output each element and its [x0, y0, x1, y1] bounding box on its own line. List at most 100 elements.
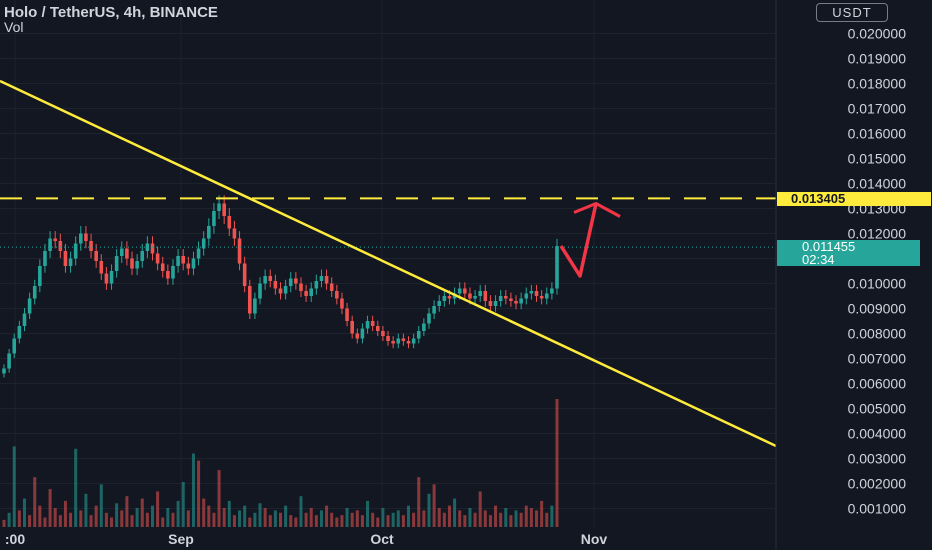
volume-bar — [284, 505, 288, 527]
volume-bar — [89, 515, 93, 527]
volume-bar — [94, 505, 98, 527]
volume-bar — [330, 512, 334, 527]
price-tick-label: 0.007000 — [848, 351, 907, 367]
price-tick-label: 0.010000 — [848, 276, 907, 292]
price-tick-label: 0.012000 — [848, 226, 907, 242]
volume-bar — [207, 505, 211, 527]
price-tick-label: 0.001000 — [848, 501, 907, 517]
projection-arrow-head — [573, 202, 621, 218]
volume-bar — [17, 510, 21, 527]
candle — [437, 301, 442, 306]
candle — [488, 301, 493, 306]
volume-bar — [468, 508, 472, 527]
volume-bar — [191, 453, 195, 527]
volume-bar — [53, 508, 57, 527]
candle — [555, 246, 559, 289]
volume-bar — [407, 505, 411, 527]
candle — [2, 368, 6, 374]
volume-bar — [299, 496, 303, 527]
candle — [442, 296, 447, 301]
volume-label: Vol — [4, 19, 24, 35]
candle — [365, 321, 370, 329]
last-price-value: 0.011455 — [802, 239, 856, 254]
candle — [283, 286, 288, 294]
currency-selector[interactable]: USDT — [816, 3, 888, 22]
candle — [140, 251, 145, 261]
candle — [32, 286, 37, 299]
volume-bar — [227, 500, 231, 527]
candle — [550, 288, 554, 294]
candle — [422, 323, 426, 331]
price-tick-label: 0.018000 — [848, 76, 907, 92]
volume-bar — [325, 505, 329, 527]
time-axis-ticks: :00 Sep Oct Nov — [5, 531, 608, 547]
candle — [125, 248, 129, 259]
volume-bar — [447, 505, 451, 527]
price-axis-panel[interactable] — [776, 0, 932, 550]
price-tick-label: 0.005000 — [848, 401, 907, 417]
candle — [53, 238, 57, 241]
candle — [150, 243, 155, 254]
candle — [314, 281, 319, 289]
candle — [12, 338, 17, 354]
volume-bar — [58, 515, 62, 527]
volume-bar — [427, 493, 431, 527]
candle — [447, 296, 452, 299]
volume-bar — [104, 512, 108, 527]
volume-bar — [478, 491, 482, 527]
candle — [130, 258, 134, 269]
volume-bar — [125, 496, 129, 527]
volume-bar — [202, 498, 206, 527]
candle — [278, 288, 283, 294]
candle — [258, 283, 262, 299]
volume-bar — [422, 510, 426, 527]
volume-bar — [319, 510, 323, 527]
last-price-tag: 0.011455 02:34 — [777, 240, 920, 266]
candle — [84, 233, 88, 241]
volume-bar — [232, 515, 236, 527]
price-tick-label: 0.015000 — [848, 151, 907, 167]
candle — [401, 338, 406, 341]
volume-bar — [514, 510, 518, 527]
volume-bar — [253, 512, 257, 527]
candle — [253, 298, 257, 314]
candle — [381, 331, 385, 336]
price-tick-label: 0.017000 — [848, 101, 907, 117]
candle — [247, 286, 252, 314]
volume-bar — [519, 512, 523, 527]
volume-bar — [488, 515, 492, 527]
volume-bar — [345, 508, 349, 527]
volume-bar — [396, 510, 400, 527]
candle — [473, 296, 477, 299]
volume-bar — [509, 515, 513, 527]
candle — [432, 306, 436, 314]
candle — [427, 313, 431, 324]
candle — [27, 298, 32, 314]
time-tick-label: :00 — [5, 531, 25, 547]
volume-bar — [43, 517, 47, 527]
candle — [155, 253, 160, 264]
candle — [483, 291, 488, 301]
candle — [7, 353, 11, 369]
candle — [319, 276, 324, 281]
volume-bar — [238, 510, 242, 527]
candle — [68, 258, 73, 266]
candle — [38, 266, 42, 286]
volume-bar — [540, 500, 544, 527]
candle — [345, 308, 349, 321]
volume-bar — [555, 399, 559, 527]
candle — [493, 301, 498, 306]
candle — [299, 283, 303, 291]
candle — [539, 296, 544, 299]
price-tick-label: 0.002000 — [848, 476, 907, 492]
volume-bar — [217, 470, 221, 527]
candle — [324, 276, 329, 284]
volume-bar — [2, 519, 6, 527]
candle — [104, 273, 109, 284]
candle — [463, 288, 467, 294]
volume-bar — [386, 515, 390, 527]
candle — [273, 281, 278, 289]
candle — [181, 256, 186, 264]
volume-bar — [340, 515, 344, 527]
